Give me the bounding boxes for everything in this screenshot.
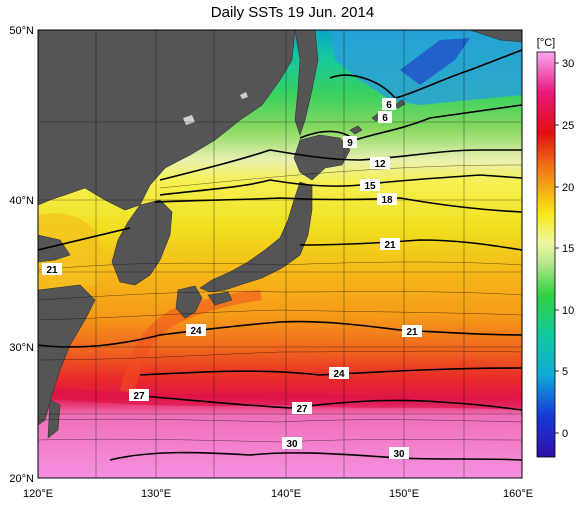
map-title: Daily SSTs 19 Jun. 2014 bbox=[210, 4, 375, 21]
contour-label: 21 bbox=[384, 240, 396, 251]
contour-label: 21 bbox=[406, 327, 418, 338]
colorbar-tick: 20 bbox=[562, 182, 574, 194]
contour-label: 6 bbox=[386, 100, 392, 111]
contour-24b bbox=[139, 367, 522, 376]
contour-21 bbox=[38, 227, 522, 251]
map-frame bbox=[37, 29, 523, 479]
contour-label: 27 bbox=[133, 391, 145, 402]
contour-label: 30 bbox=[286, 439, 298, 450]
colorbar-unit: [°C] bbox=[537, 37, 555, 49]
land-masses bbox=[38, 30, 522, 439]
contour-label: 9 bbox=[347, 138, 353, 149]
land-kamchatka bbox=[469, 30, 522, 43]
lat-tick-label: 50°N bbox=[9, 25, 34, 37]
contour-label: 15 bbox=[364, 181, 376, 192]
contour-15 bbox=[159, 174, 522, 196]
lat-tick-label: 20°N bbox=[9, 473, 34, 485]
contour-6 bbox=[329, 49, 522, 99]
land-kyushu bbox=[175, 285, 203, 319]
land-asia-mainland bbox=[38, 30, 296, 211]
contour-label: 24 bbox=[333, 369, 345, 380]
land-china-coast bbox=[38, 284, 96, 426]
colorbar-tick: 10 bbox=[562, 305, 574, 317]
colorbar-scale bbox=[536, 51, 556, 458]
lon-tick-label: 150°E bbox=[389, 488, 419, 500]
colorbar-tick: 0 bbox=[562, 428, 568, 440]
contour-30 bbox=[109, 451, 522, 461]
contour-label: 30 bbox=[393, 449, 405, 460]
lon-tick-label: 140°E bbox=[271, 488, 301, 500]
contour-27 bbox=[129, 394, 522, 411]
lon-tick-label: 160°E bbox=[503, 488, 533, 500]
colorbar-tick: 15 bbox=[562, 243, 574, 255]
contour-label: 24 bbox=[190, 326, 202, 337]
colorbar-tick: 30 bbox=[562, 58, 574, 70]
lat-tick-label: 30°N bbox=[9, 342, 34, 354]
contour-24 bbox=[38, 320, 522, 348]
lon-axis: 120°E 130°E 140°E 150°E 160°E bbox=[23, 488, 533, 500]
contour-12 bbox=[159, 149, 522, 181]
contour-label: 6 bbox=[382, 113, 388, 124]
contour-label: 12 bbox=[374, 159, 386, 170]
lat-tick-label: 40°N bbox=[9, 195, 34, 207]
land-shandong bbox=[38, 234, 71, 263]
lon-tick-label: 130°E bbox=[141, 488, 171, 500]
contour-labels: 6 6 9 12 15 18 21 21 21 24 24 27 27 30 3… bbox=[42, 98, 422, 460]
contour-label: 18 bbox=[381, 195, 393, 206]
contour-label: 27 bbox=[296, 404, 308, 415]
lakes bbox=[183, 92, 248, 125]
land-taiwan bbox=[47, 399, 61, 439]
contour-label: 21 bbox=[46, 265, 58, 276]
colorbar-tick: 5 bbox=[562, 366, 568, 378]
lat-axis: 50°N 40°N 30°N 20°N bbox=[9, 25, 34, 485]
lon-tick-label: 120°E bbox=[23, 488, 53, 500]
colorbar: [°C] 30 25 20 15 10 5 0 bbox=[536, 37, 574, 458]
colorbar-tick: 25 bbox=[562, 120, 574, 132]
contour-lines bbox=[38, 49, 522, 461]
land-sakhalin bbox=[294, 30, 319, 136]
